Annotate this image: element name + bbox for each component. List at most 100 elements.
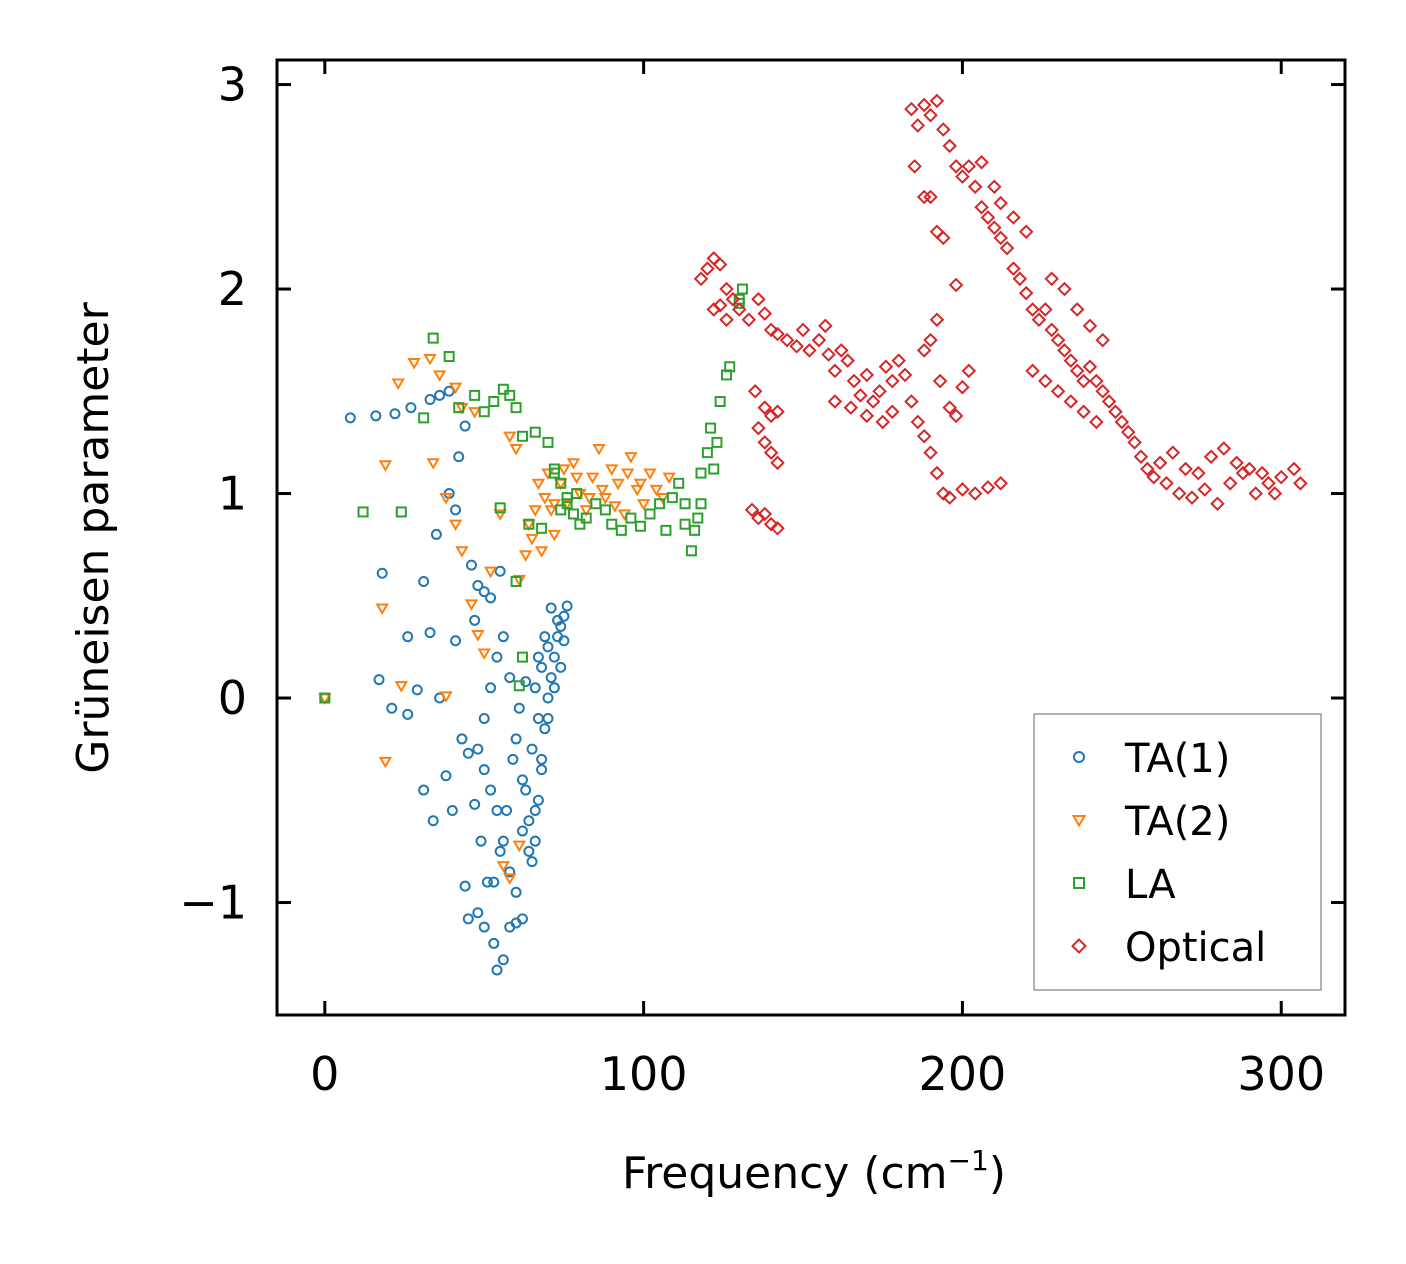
- x-tick-label: 300: [1237, 1047, 1325, 1101]
- data-point: [488, 876, 500, 888]
- data-point: [1050, 332, 1066, 348]
- data-point: [534, 546, 549, 558]
- data-point: [528, 505, 542, 517]
- data-point: [692, 512, 704, 524]
- data-point: [456, 733, 468, 745]
- data-point: [504, 389, 516, 401]
- data-point: [558, 635, 570, 647]
- data-point: [1140, 461, 1155, 477]
- data-point: [536, 522, 548, 534]
- data-point: [1050, 384, 1066, 399]
- data-point: [529, 682, 541, 694]
- data-point: [599, 504, 611, 516]
- data-point: [751, 420, 766, 436]
- data-point: [643, 468, 657, 481]
- data-point: [462, 747, 474, 759]
- data-point: [569, 472, 584, 485]
- data-point: [1273, 469, 1289, 485]
- data-point: [853, 388, 868, 403]
- data-point: [386, 702, 398, 714]
- data-point: [585, 472, 600, 485]
- data-point: [948, 408, 964, 424]
- data-point: [529, 835, 541, 847]
- axis-ticks: 0 100 200 300 −1 0 1 2 3: [179, 58, 1345, 1101]
- data-point: [516, 651, 528, 663]
- data-point: [373, 674, 385, 686]
- data-point: [1120, 424, 1136, 440]
- data-point: [719, 312, 734, 327]
- data-point: [1082, 318, 1098, 334]
- data-point: [513, 680, 525, 692]
- data-point: [916, 429, 932, 444]
- data-point: [980, 210, 996, 225]
- data-point: [859, 408, 875, 424]
- data-point: [501, 805, 513, 817]
- data-point: [1025, 363, 1040, 379]
- data-point: [770, 521, 785, 536]
- data-point: [904, 394, 919, 409]
- data-point: [923, 445, 938, 460]
- series-la: [319, 283, 748, 704]
- data-point: [1044, 271, 1059, 287]
- data-point: [389, 408, 401, 420]
- data-point: [1018, 285, 1034, 301]
- data-point: [923, 332, 938, 348]
- data-point: [516, 430, 528, 442]
- data-point: [706, 302, 722, 317]
- data-point: [846, 373, 862, 389]
- data-point: [605, 464, 619, 476]
- data-point: [567, 508, 579, 520]
- data-point: [548, 682, 560, 694]
- data-point: [1101, 394, 1117, 409]
- data-point: [693, 271, 709, 287]
- data-point: [932, 373, 948, 389]
- data-point: [701, 447, 713, 459]
- data-point: [595, 484, 609, 497]
- data-point: [1031, 312, 1047, 327]
- data-point: [529, 805, 541, 817]
- data-point: [1018, 224, 1034, 240]
- data-point: [423, 353, 437, 366]
- data-point: [378, 756, 393, 769]
- data-point: [432, 370, 447, 382]
- data-point: [481, 876, 493, 888]
- data-point: [344, 412, 356, 424]
- data-point: [538, 493, 552, 505]
- data-point: [789, 339, 804, 354]
- data-point: [633, 478, 648, 491]
- data-point: [1108, 404, 1123, 419]
- data-point: [634, 520, 646, 532]
- data-point: [446, 805, 458, 817]
- data-point: [497, 631, 509, 643]
- data-point: [1293, 476, 1308, 491]
- data-point: [617, 509, 632, 521]
- data-point: [579, 505, 593, 517]
- data-point: [744, 502, 760, 518]
- data-point: [711, 436, 723, 448]
- data-point: [516, 825, 528, 837]
- legend-item: TA(2): [1071, 799, 1230, 845]
- legend-marker: [1073, 751, 1085, 763]
- data-point: [916, 97, 932, 113]
- legend-label: TA(2): [1124, 799, 1230, 845]
- data-point: [494, 565, 506, 577]
- chart-markers: [318, 93, 1308, 976]
- data-point: [545, 672, 557, 684]
- data-point: [571, 488, 583, 500]
- data-point: [497, 954, 509, 966]
- data-point: [394, 681, 409, 693]
- data-point: [904, 101, 919, 117]
- data-point: [378, 460, 393, 472]
- data-point: [1127, 435, 1142, 450]
- series-optical: [693, 93, 1308, 536]
- data-point: [469, 389, 481, 401]
- data-point: [1069, 302, 1085, 317]
- data-point: [673, 477, 685, 489]
- data-point: [536, 661, 548, 673]
- data-point: [448, 519, 463, 532]
- x-tick-label: 200: [919, 1047, 1007, 1101]
- legend-marker: [1073, 877, 1085, 889]
- data-point: [821, 347, 836, 362]
- data-point: [450, 504, 462, 516]
- data-point: [418, 412, 430, 424]
